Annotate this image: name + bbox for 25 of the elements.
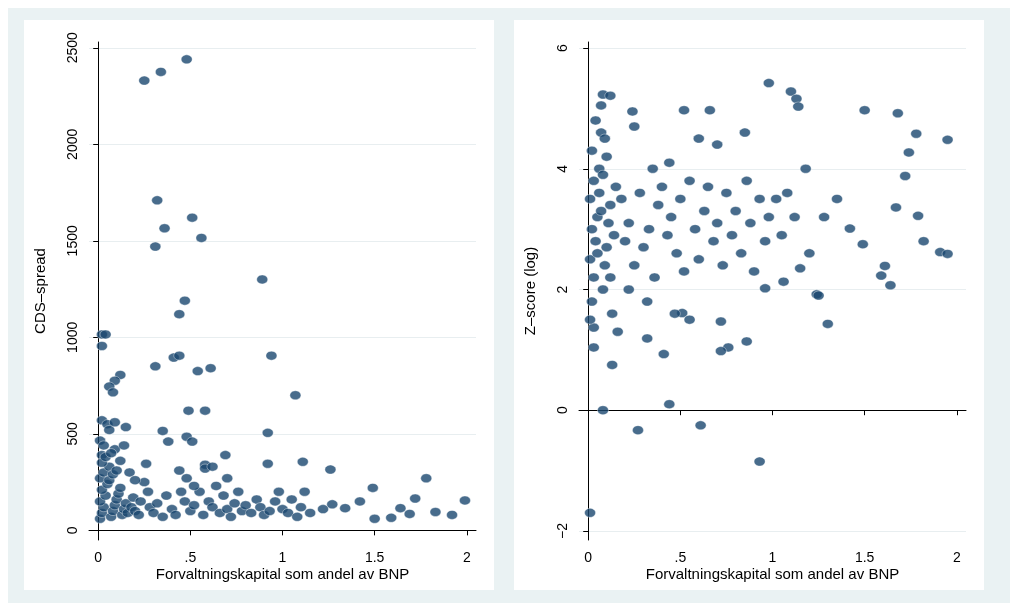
x-axis-title: Forvaltningskapital som andel av BNP [645, 565, 900, 582]
x-tick-label: .5 [184, 549, 197, 565]
x-tick-label: 0 [94, 549, 103, 565]
y-tick-label: 0 [554, 406, 570, 415]
y-tick-label: 0 [64, 526, 80, 535]
x-tick-label: 1.5 [854, 549, 875, 565]
y-tick-label: 4 [554, 164, 570, 173]
y-tick-label: 6 [554, 43, 570, 52]
x-tick-label: .5 [674, 549, 687, 565]
y-axis-title: CDS–spread [31, 248, 48, 334]
y-tick-label: 2 [554, 285, 570, 294]
x-tick-label: 0 [584, 549, 593, 565]
y-tick-label: 500 [64, 421, 80, 446]
x-tick-label: 2 [462, 549, 471, 565]
y-tick-label: 1000 [64, 321, 80, 353]
y-tick-label: 2000 [64, 128, 80, 160]
x-tick-label: 1.5 [364, 549, 385, 565]
x-tick-label: 1 [278, 549, 287, 565]
x-tick-label: 2 [952, 549, 961, 565]
y-tick-label: 2500 [64, 32, 80, 64]
y-tick-label: −2 [554, 522, 570, 539]
y-tick-label: 1500 [64, 225, 80, 257]
y-axis-title: Z–score (log) [521, 246, 538, 336]
x-axis-title: Forvaltningskapital som andel av BNP [155, 565, 410, 582]
x-tick-label: 1 [768, 549, 777, 565]
